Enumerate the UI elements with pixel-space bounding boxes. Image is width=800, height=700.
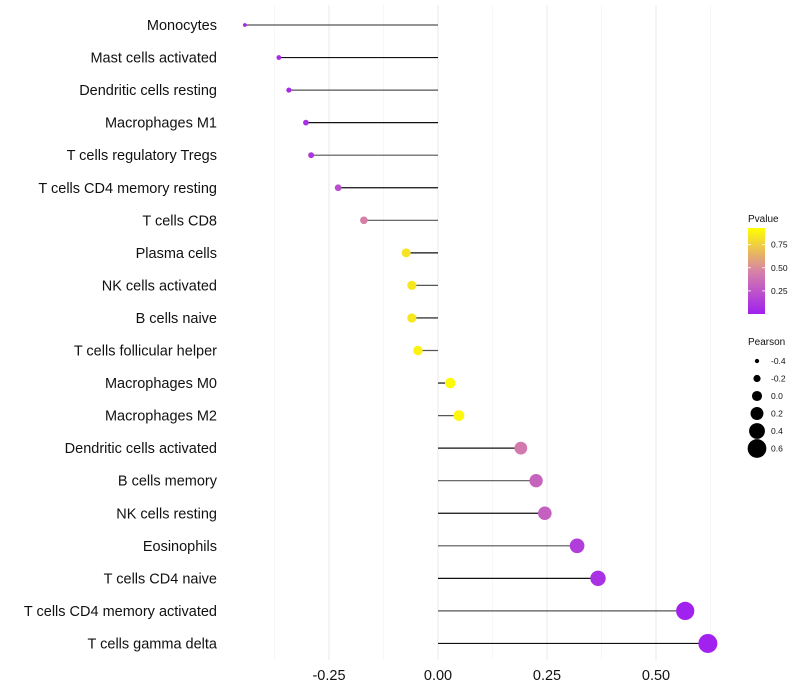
size-legend-label: -0.2 [771, 374, 786, 384]
y-tick-label: B cells memory [118, 474, 218, 490]
size-legend-label: 0.0 [771, 391, 783, 401]
y-tick-label: T cells CD8 [142, 213, 217, 229]
data-point [360, 216, 368, 225]
data-point [407, 313, 417, 323]
y-tick-label: NK cells resting [116, 506, 217, 522]
data-point [529, 474, 543, 488]
size-legend-label: 0.4 [771, 426, 783, 436]
y-tick-label: T cells gamma delta [88, 636, 218, 652]
size-legend-label: -0.4 [771, 356, 786, 366]
size-legend-label: 0.6 [771, 444, 783, 454]
size-legend-key [747, 439, 767, 458]
color-legend-label: 0.25 [771, 286, 788, 296]
y-tick-label: Macrophages M0 [105, 376, 217, 392]
y-tick-label: T cells follicular helper [74, 344, 217, 360]
size-legend-key [753, 374, 761, 383]
size-legend-label: 0.2 [771, 409, 783, 419]
y-tick-label: T cells regulatory Tregs [67, 148, 217, 164]
data-point [303, 119, 309, 126]
y-tick-label: T cells CD4 memory activated [24, 604, 217, 620]
size-legend-key [750, 407, 764, 420]
size-legend-key [749, 423, 765, 439]
y-tick-label: Macrophages M2 [105, 409, 217, 425]
data-point [676, 601, 695, 621]
data-point [590, 570, 606, 587]
size-legend-key [751, 390, 763, 402]
y-axis-labels: Monocytes Mast cells activated Dendritic c… [24, 18, 218, 652]
points [243, 23, 718, 653]
size-legend-key [754, 358, 760, 364]
data-point [514, 441, 528, 455]
data-point [243, 23, 247, 27]
data-point [407, 280, 417, 291]
data-point [453, 410, 465, 421]
x-axis-labels: -0.25 0.00 0.25 0.50 [312, 668, 670, 684]
y-tick-label: Monocytes [147, 18, 217, 34]
y-tick-label: B cells naive [136, 311, 217, 327]
y-tick-label: T cells CD4 memory resting [38, 181, 217, 197]
gridlines [274, 5, 711, 660]
y-tick-label: Dendritic cells activated [65, 441, 217, 457]
y-tick-label: Eosinophils [143, 539, 217, 555]
x-tick-label: 0.00 [424, 668, 452, 684]
y-tick-label: T cells CD4 naive [104, 571, 217, 587]
data-point [538, 506, 552, 521]
y-tick-label: NK cells activated [102, 278, 217, 294]
stems [244, 24, 708, 645]
legend: Pvalue 0.25 0.50 0.75 Pearson -0.4 -0.2 0.0 0.2 0… [747, 214, 788, 458]
data-point [698, 633, 718, 653]
y-tick-label: Plasma cells [136, 246, 217, 262]
color-legend-title: Pvalue [748, 214, 779, 225]
data-point [401, 248, 411, 258]
color-legend-label: 0.75 [771, 240, 788, 250]
data-point [413, 345, 423, 356]
data-point [286, 87, 292, 93]
data-point [334, 184, 342, 192]
x-tick-label: 0.50 [642, 668, 670, 684]
data-point [569, 538, 585, 554]
data-point [276, 55, 282, 60]
y-tick-label: Mast cells activated [90, 51, 217, 67]
x-tick-label: -0.25 [312, 668, 345, 684]
y-tick-label: Macrophages M1 [105, 116, 217, 132]
y-tick-label: Dendritic cells resting [79, 83, 217, 99]
data-point [444, 377, 456, 389]
color-bar [748, 228, 765, 314]
x-tick-label: 0.25 [533, 668, 561, 684]
color-legend-label: 0.50 [771, 263, 788, 273]
size-legend-title: Pearson [748, 337, 785, 348]
data-point [308, 152, 315, 159]
